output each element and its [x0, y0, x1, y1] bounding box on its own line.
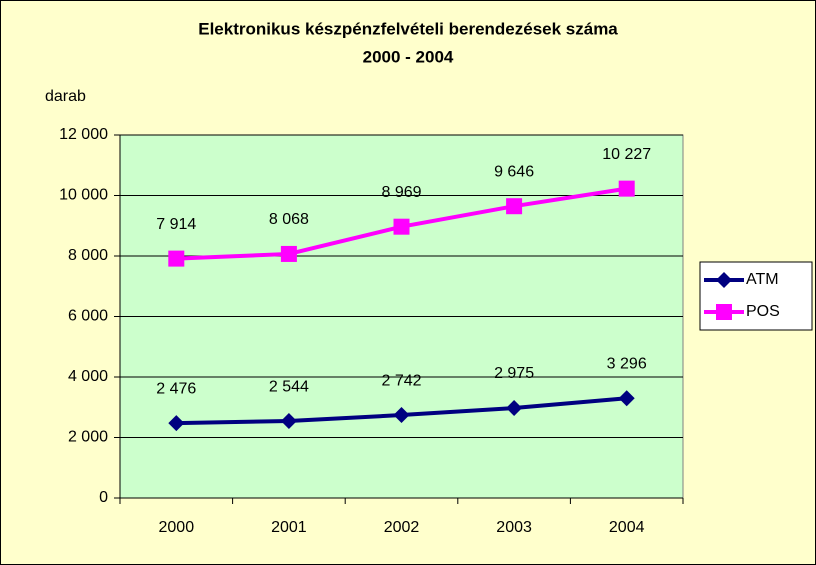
data-label: 9 646: [494, 163, 534, 180]
data-label: 8 068: [269, 211, 309, 228]
y-tick-label: 0: [99, 489, 108, 506]
x-tick-label: 2001: [271, 519, 307, 536]
y-tick-label: 8 000: [68, 247, 108, 264]
marker: [716, 272, 732, 288]
data-label: 2 742: [381, 372, 421, 389]
chart-subtitle: 2000 - 2004: [363, 47, 454, 66]
data-label: 10 227: [602, 146, 651, 163]
data-label: 2 975: [494, 365, 534, 382]
data-label: 8 969: [381, 184, 421, 201]
y-tick-label: 2 000: [68, 429, 108, 446]
legend-label: ATM: [746, 271, 779, 288]
marker: [618, 180, 635, 197]
data-label: 7 914: [156, 216, 196, 233]
marker: [506, 400, 523, 417]
y-tick-label: 12 000: [59, 126, 108, 143]
marker: [716, 304, 732, 320]
y-tick-label: 6 000: [68, 308, 108, 325]
y-tick-label: 10 000: [59, 187, 108, 204]
marker: [168, 250, 185, 267]
marker: [393, 218, 410, 235]
x-tick-label: 2002: [384, 519, 420, 536]
data-label: 3 296: [607, 356, 647, 373]
marker: [506, 198, 523, 215]
y-axis-label: darab: [45, 88, 86, 105]
legend-label: POS: [746, 303, 780, 320]
marker: [280, 245, 297, 262]
data-label: 2 544: [269, 378, 309, 395]
x-tick-label: 2000: [159, 519, 195, 536]
chart-title: Elektronikus készpénzfelvételi berendezé…: [198, 19, 618, 38]
y-tick-label: 4 000: [68, 368, 108, 385]
marker: [168, 415, 185, 432]
data-label: 2 476: [156, 380, 196, 397]
marker: [618, 390, 635, 407]
x-tick-label: 2003: [496, 519, 532, 536]
x-tick-label: 2004: [609, 519, 645, 536]
marker: [280, 413, 297, 430]
marker: [393, 407, 410, 424]
